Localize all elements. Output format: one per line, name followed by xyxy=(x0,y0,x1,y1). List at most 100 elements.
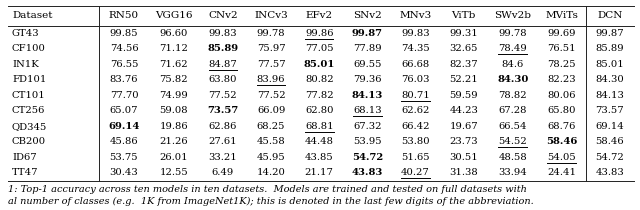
Text: CNv2: CNv2 xyxy=(208,11,237,20)
Text: 44.23: 44.23 xyxy=(449,106,478,115)
Text: 77.52: 77.52 xyxy=(209,91,237,100)
Text: 62.62: 62.62 xyxy=(401,106,429,115)
Text: 77.70: 77.70 xyxy=(109,91,138,100)
Text: 99.85: 99.85 xyxy=(109,29,138,38)
Text: 76.55: 76.55 xyxy=(109,60,138,69)
Text: 65.07: 65.07 xyxy=(109,106,138,115)
Text: 53.80: 53.80 xyxy=(401,137,430,146)
Text: 99.31: 99.31 xyxy=(449,29,478,38)
Text: 43.83: 43.83 xyxy=(596,168,624,177)
Text: 99.83: 99.83 xyxy=(209,29,237,38)
Text: 66.68: 66.68 xyxy=(401,60,429,69)
Text: 1: Top-1 accuracy across ten models in ten datasets.  Models are trained and tes: 1: Top-1 accuracy across ten models in t… xyxy=(8,185,527,193)
Text: 53.75: 53.75 xyxy=(109,153,138,162)
Text: 78.25: 78.25 xyxy=(547,60,576,69)
Text: 85.89: 85.89 xyxy=(596,44,624,53)
Text: 84.13: 84.13 xyxy=(595,91,625,100)
Text: 27.61: 27.61 xyxy=(209,137,237,146)
Text: 45.86: 45.86 xyxy=(109,137,138,146)
Text: 80.71: 80.71 xyxy=(401,91,430,100)
Text: 80.06: 80.06 xyxy=(547,91,576,100)
Text: 43.83: 43.83 xyxy=(352,168,383,177)
Text: 26.01: 26.01 xyxy=(159,153,188,162)
Text: 74.35: 74.35 xyxy=(401,44,430,53)
Text: 32.65: 32.65 xyxy=(449,44,478,53)
Text: 99.78: 99.78 xyxy=(499,29,527,38)
Text: 99.78: 99.78 xyxy=(257,29,285,38)
Text: 68.81: 68.81 xyxy=(305,122,333,131)
Text: 83.96: 83.96 xyxy=(257,75,285,84)
Text: 80.82: 80.82 xyxy=(305,75,333,84)
Text: 78.49: 78.49 xyxy=(499,44,527,53)
Text: 66.09: 66.09 xyxy=(257,106,285,115)
Text: 62.86: 62.86 xyxy=(209,122,237,131)
Text: 76.03: 76.03 xyxy=(401,75,430,84)
Text: 59.08: 59.08 xyxy=(159,106,188,115)
Text: QD345: QD345 xyxy=(12,122,47,131)
Text: MViTs: MViTs xyxy=(545,11,578,20)
Text: ID67: ID67 xyxy=(12,153,36,162)
Text: 58.46: 58.46 xyxy=(546,137,577,146)
Text: 45.58: 45.58 xyxy=(257,137,285,146)
Text: 65.80: 65.80 xyxy=(547,106,576,115)
Text: FD101: FD101 xyxy=(12,75,46,84)
Text: 54.52: 54.52 xyxy=(499,137,527,146)
Text: 54.05: 54.05 xyxy=(547,153,576,162)
Text: MNv3: MNv3 xyxy=(399,11,431,20)
Text: 67.32: 67.32 xyxy=(353,122,381,131)
Text: 54.72: 54.72 xyxy=(352,153,383,162)
Text: 21.17: 21.17 xyxy=(305,168,333,177)
Text: 33.94: 33.94 xyxy=(499,168,527,177)
Text: 69.14: 69.14 xyxy=(596,122,624,131)
Text: 68.76: 68.76 xyxy=(548,122,576,131)
Text: 21.26: 21.26 xyxy=(159,137,188,146)
Text: 30.43: 30.43 xyxy=(109,168,138,177)
Text: 66.42: 66.42 xyxy=(401,122,430,131)
Text: al number of classes (e.g.  1K from ImageNet1K); this is denoted in the last few: al number of classes (e.g. 1K from Image… xyxy=(8,197,534,206)
Text: 48.58: 48.58 xyxy=(499,153,527,162)
Text: GT43: GT43 xyxy=(12,29,40,38)
Text: 54.72: 54.72 xyxy=(596,153,624,162)
Text: 77.57: 77.57 xyxy=(257,60,285,69)
Text: 30.51: 30.51 xyxy=(449,153,478,162)
Text: 71.62: 71.62 xyxy=(159,60,188,69)
Text: 40.27: 40.27 xyxy=(401,168,430,177)
Text: 99.86: 99.86 xyxy=(305,29,333,38)
Text: 53.95: 53.95 xyxy=(353,137,381,146)
Text: 14.20: 14.20 xyxy=(257,168,285,177)
Text: 73.57: 73.57 xyxy=(207,106,239,115)
Text: ViTb: ViTb xyxy=(451,11,476,20)
Text: 74.56: 74.56 xyxy=(109,44,138,53)
Text: 44.48: 44.48 xyxy=(305,137,333,146)
Text: 43.85: 43.85 xyxy=(305,153,333,162)
Text: 63.80: 63.80 xyxy=(209,75,237,84)
Text: 23.73: 23.73 xyxy=(449,137,478,146)
Text: 84.30: 84.30 xyxy=(596,75,624,84)
Text: 84.13: 84.13 xyxy=(352,91,383,100)
Text: 84.30: 84.30 xyxy=(497,75,529,84)
Text: 68.25: 68.25 xyxy=(257,122,285,131)
Text: 77.05: 77.05 xyxy=(305,44,333,53)
Text: 6.49: 6.49 xyxy=(212,168,234,177)
Text: 85.89: 85.89 xyxy=(207,44,239,53)
Text: 75.82: 75.82 xyxy=(159,75,188,84)
Text: CF100: CF100 xyxy=(12,44,46,53)
Text: 58.46: 58.46 xyxy=(596,137,624,146)
Text: 82.23: 82.23 xyxy=(547,75,576,84)
Text: 83.76: 83.76 xyxy=(109,75,138,84)
Text: VGG16: VGG16 xyxy=(155,11,193,20)
Text: 75.97: 75.97 xyxy=(257,44,285,53)
Text: 77.82: 77.82 xyxy=(305,91,333,100)
Text: 78.82: 78.82 xyxy=(499,91,527,100)
Text: 52.21: 52.21 xyxy=(449,75,478,84)
Text: 69.14: 69.14 xyxy=(108,122,140,131)
Text: 77.52: 77.52 xyxy=(257,91,285,100)
Text: 99.69: 99.69 xyxy=(547,29,576,38)
Text: 76.51: 76.51 xyxy=(547,44,576,53)
Text: 96.60: 96.60 xyxy=(160,29,188,38)
Text: CB200: CB200 xyxy=(12,137,46,146)
Text: 82.37: 82.37 xyxy=(449,60,478,69)
Text: 68.13: 68.13 xyxy=(353,106,381,115)
Text: 19.86: 19.86 xyxy=(159,122,188,131)
Text: 12.55: 12.55 xyxy=(159,168,188,177)
